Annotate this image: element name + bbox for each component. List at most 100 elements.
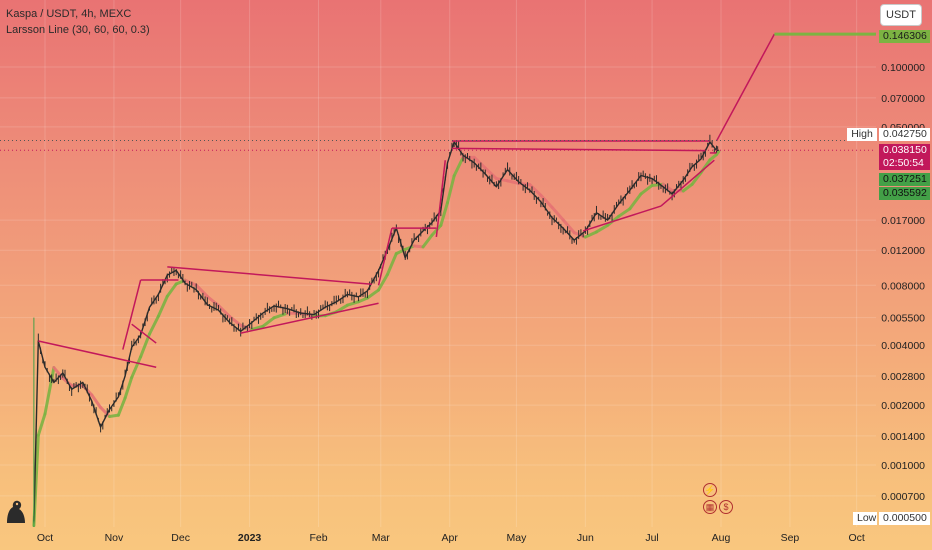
larsson-segment: [148, 314, 160, 336]
trendline-1: [38, 340, 157, 368]
currency-button[interactable]: USDT: [880, 4, 922, 26]
larsson-segment: [439, 201, 449, 227]
price-tick-label: 0.100000: [881, 62, 925, 74]
larsson-segment: [715, 150, 721, 157]
time-tick-label: Mar: [372, 532, 391, 544]
larsson-segment: [394, 247, 407, 256]
trendline-6: [131, 323, 157, 344]
time-tick-label: Oct: [848, 532, 864, 544]
larsson-segment: [205, 294, 220, 307]
price-tick-label: 0.017000: [881, 215, 925, 227]
larsson-segment: [261, 316, 276, 328]
larsson-segment: [583, 230, 598, 239]
time-tick-label: Nov: [105, 532, 124, 544]
low-value-tag: 0.000500: [879, 512, 930, 525]
larsson-segment: [539, 193, 554, 209]
time-tick-label: Feb: [309, 532, 327, 544]
calendar-icon[interactable]: ▦: [703, 500, 717, 514]
price-tick-label: 0.002800: [881, 371, 925, 383]
larsson-segment: [52, 366, 65, 380]
larsson-segment: [36, 412, 47, 437]
larsson-segment: [116, 396, 127, 417]
larsson-segment: [216, 303, 232, 318]
larsson-segment: [385, 252, 398, 277]
time-tick-label: 2023: [238, 532, 262, 544]
time-tick-label: Apr: [442, 532, 459, 544]
larsson-segment: [639, 183, 654, 196]
larsson-segment: [334, 303, 349, 314]
price-tick-label: 0.008000: [881, 280, 925, 292]
time-tick-label: May: [506, 532, 527, 544]
larsson-segment: [617, 207, 632, 218]
price-tick-label: 0.000700: [881, 491, 925, 503]
larsson-segment: [139, 332, 152, 359]
price-axis[interactable]: 0.1000000.0700000.0500000.0170000.012000…: [881, 62, 925, 503]
larsson-segment: [594, 223, 610, 234]
time-axis[interactable]: Oct Nov Dec 2023 Feb Mar Apr May Jun Jul Aug Sep Oct: [37, 532, 865, 544]
larsson-segment: [183, 278, 198, 287]
larsson-upper-tag: 0.037251: [879, 173, 930, 186]
larsson-segment: [123, 375, 134, 400]
chart-legend: Kaspa / USDT, 4h, MEXC Larsson Line (30,…: [6, 6, 150, 38]
larsson-segment: [194, 283, 209, 298]
target-price-tag: 0.146306: [879, 30, 930, 43]
time-tick-label: Jun: [577, 532, 594, 544]
larsson-segment: [156, 294, 169, 318]
larsson-lower-tag: 0.035592: [879, 187, 930, 200]
larsson-segment: [365, 288, 381, 300]
larsson-segment: [430, 223, 443, 237]
trendline-4: [167, 266, 372, 285]
lightning-icon[interactable]: ⚡: [703, 483, 717, 497]
larsson-segment: [528, 183, 543, 197]
larsson-segment: [494, 177, 510, 183]
trendline-11: [451, 147, 706, 152]
trendline-7: [377, 227, 393, 286]
indicator-title[interactable]: Larsson Line (30, 60, 60, 0.3): [6, 24, 150, 36]
trendline-2: [122, 279, 142, 350]
larsson-segment: [483, 166, 498, 181]
projection-line: [715, 33, 776, 142]
price-tick-label: 0.004000: [881, 340, 925, 352]
larsson-segment: [377, 273, 389, 292]
countdown-tag: 02:50:54: [879, 157, 930, 170]
trendlines[interactable]: [0, 32, 876, 527]
larsson-segment: [130, 355, 143, 379]
larsson-segment: [628, 192, 643, 211]
larsson-segment: [421, 233, 434, 249]
time-tick-label: Aug: [712, 532, 731, 544]
larsson-segment: [357, 296, 369, 304]
dividend-icon[interactable]: $: [719, 500, 733, 514]
larsson-segment: [650, 182, 665, 187]
time-tick-label: Dec: [171, 532, 190, 544]
time-tick-label: Jul: [645, 532, 658, 544]
larsson-segment: [165, 282, 178, 298]
price-tick-label: 0.001000: [881, 460, 925, 472]
price-tick-label: 0.070000: [881, 93, 925, 105]
event-icons: ⚡ ▦ $: [703, 483, 733, 517]
last-price-tag: 0.038150: [879, 144, 930, 157]
trendline-12: [582, 205, 662, 232]
larsson-segment: [550, 205, 565, 222]
larsson-segment: [43, 366, 56, 416]
tradingview-logo-icon[interactable]: [3, 497, 29, 525]
high-value-tag: 0.042750: [879, 128, 930, 141]
trendline-5: [240, 302, 379, 334]
larsson-segment: [690, 171, 703, 186]
price-tick-label: 0.002000: [881, 400, 925, 412]
grid: [0, 0, 876, 527]
symbol-title[interactable]: Kaspa / USDT, 4h, MEXC: [6, 8, 132, 20]
larsson-segment: [250, 324, 265, 331]
time-tick-label: Oct: [37, 532, 53, 544]
larsson-segment: [445, 174, 456, 205]
larsson-segment: [272, 311, 289, 320]
price-tick-label: 0.001400: [881, 431, 925, 443]
price-tick-label: 0.005500: [881, 313, 925, 325]
high-label: High: [847, 128, 877, 141]
price-tick-label: 0.012000: [881, 245, 925, 257]
low-label: Low: [853, 512, 877, 525]
larsson-segment: [99, 405, 111, 419]
larsson-segment: [681, 182, 694, 193]
larsson-segment: [90, 393, 103, 409]
